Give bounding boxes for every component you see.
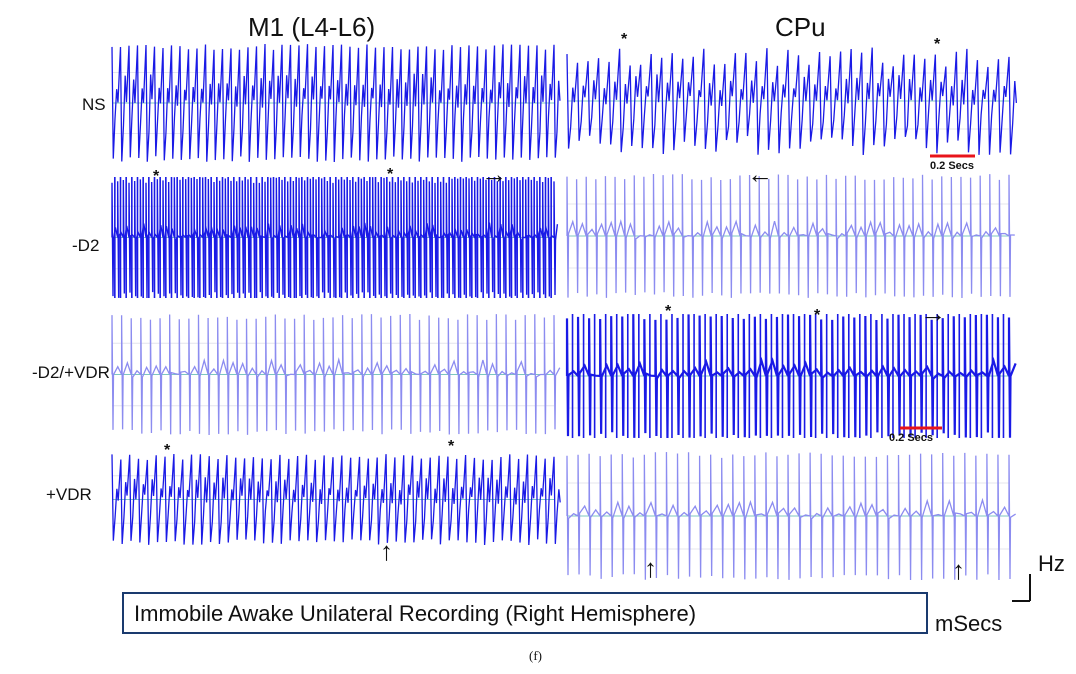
subfigure-label: (f) (529, 648, 542, 663)
unit-horizontal-label: mSecs (935, 611, 1003, 636)
trace-m1-d2 (111, 177, 559, 298)
arrow-right-icon: → (481, 159, 507, 189)
trace-waveform (566, 174, 1015, 298)
star-marker: * (153, 168, 160, 185)
trace-waveform (566, 47, 1018, 156)
arrow-right-icon: → (920, 298, 946, 328)
star-marker: * (387, 166, 394, 183)
trace-waveform (111, 44, 561, 163)
scalebar-label: 0.2 Secs (930, 160, 975, 172)
trace-m1-vdr (111, 454, 561, 546)
trace-m1-ns (111, 44, 561, 163)
row-label-ns: NS (82, 95, 106, 114)
star-marker: * (621, 31, 628, 48)
trace-waveform (566, 452, 1016, 580)
trace-waveform (111, 454, 561, 546)
star-marker: * (814, 307, 821, 324)
column-title-m1: M1 (L4-L6) (248, 12, 376, 42)
arrow-up-icon: ↑ (380, 536, 393, 566)
scalebar-label: 0.2 Secs (889, 432, 934, 444)
column-title-cpu: CPu (775, 12, 826, 42)
unit-axes (1012, 574, 1031, 602)
unit-vertical-label: Hz (1038, 551, 1065, 576)
arrow-up-icon: ↑ (644, 553, 657, 583)
trace-cpu-vdr (566, 452, 1016, 580)
trace-cpu-ns (566, 47, 1018, 156)
arrow-left-icon: ← (747, 159, 773, 189)
trace-cpu-d2 (566, 174, 1015, 298)
trace-waveform (565, 314, 1017, 438)
row-label-d2: -D2 (72, 236, 100, 255)
trace-m1-d2-vdr (111, 314, 561, 435)
arrow-up-icon: ↑ (952, 555, 965, 585)
trace-waveform (111, 314, 561, 435)
star-marker: * (665, 303, 672, 320)
caption-box: Immobile Awake Unilateral Recording (Rig… (122, 592, 928, 634)
star-marker: * (164, 442, 171, 459)
star-marker: * (934, 36, 941, 53)
row-label-d2-vdr: -D2/+VDR (32, 363, 110, 382)
row-label-vdr: +VDR (46, 485, 92, 504)
caption-text: Immobile Awake Unilateral Recording (Rig… (134, 601, 697, 626)
trace-cpu-d2-vdr (565, 314, 1017, 438)
star-marker: * (448, 438, 455, 455)
